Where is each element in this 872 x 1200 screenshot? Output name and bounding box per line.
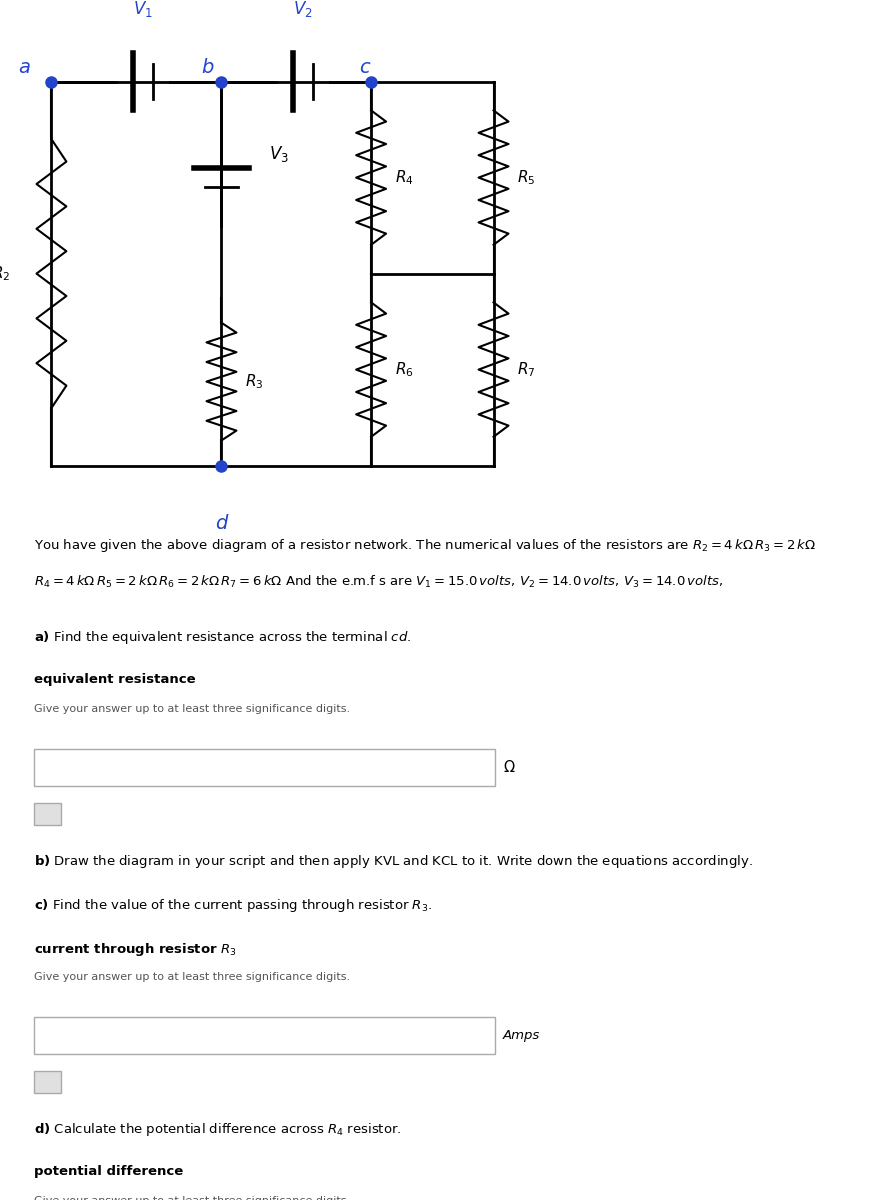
Text: c: c <box>359 58 370 77</box>
Text: $R_2$: $R_2$ <box>0 264 10 283</box>
Text: a: a <box>18 58 31 77</box>
Text: potential difference: potential difference <box>34 1165 183 1178</box>
Text: $\mathbf{a)}$ Find the equivalent resistance across the terminal $cd$.: $\mathbf{a)}$ Find the equivalent resist… <box>34 629 412 646</box>
Text: $R_4$: $R_4$ <box>395 168 413 187</box>
Text: $\Omega$: $\Omega$ <box>503 760 515 775</box>
Text: Give your answer up to at least three significance digits.: Give your answer up to at least three si… <box>34 1196 351 1200</box>
Text: $R_6$: $R_6$ <box>395 360 413 379</box>
Text: $R_5$: $R_5$ <box>517 168 535 187</box>
Text: You have given the above diagram of a resistor network. The numerical values of : You have given the above diagram of a re… <box>34 536 816 553</box>
FancyBboxPatch shape <box>34 749 494 786</box>
Text: $\mathbf{c)}$ Find the value of the current passing through resistor $R_3$.: $\mathbf{c)}$ Find the value of the curr… <box>34 896 433 914</box>
Text: $V_1$: $V_1$ <box>133 0 153 19</box>
Text: current through resistor $R_3$: current through resistor $R_3$ <box>34 942 237 959</box>
Text: d: d <box>215 514 228 533</box>
Text: $R_4 = 4\,k\Omega\, R_5 = 2\,k\Omega\, R_6 = 2\,k\Omega\, R_7 = 6\,k\Omega$ And : $R_4 = 4\,k\Omega\, R_5 = 2\,k\Omega\, R… <box>34 574 724 590</box>
Text: Amps: Amps <box>503 1028 541 1042</box>
FancyBboxPatch shape <box>34 803 61 826</box>
Text: $\mathbf{d)}$ Calculate the potential difference across $R_4$ resistor.: $\mathbf{d)}$ Calculate the potential di… <box>34 1121 402 1138</box>
Text: $V_3$: $V_3$ <box>269 144 289 163</box>
FancyBboxPatch shape <box>34 1072 61 1093</box>
Text: $\mathbf{b)}$ Draw the diagram in your script and then apply KVL and KCL to it. : $\mathbf{b)}$ Draw the diagram in your s… <box>34 852 753 870</box>
Text: Give your answer up to at least three significance digits.: Give your answer up to at least three si… <box>34 704 351 714</box>
Text: $R_7$: $R_7$ <box>517 360 535 379</box>
Text: b: b <box>201 58 214 77</box>
Text: $V_2$: $V_2$ <box>293 0 313 19</box>
FancyBboxPatch shape <box>34 1016 494 1055</box>
Text: equivalent resistance: equivalent resistance <box>34 673 196 686</box>
Text: $R_3$: $R_3$ <box>245 372 263 391</box>
Text: Give your answer up to at least three significance digits.: Give your answer up to at least three si… <box>34 972 351 983</box>
